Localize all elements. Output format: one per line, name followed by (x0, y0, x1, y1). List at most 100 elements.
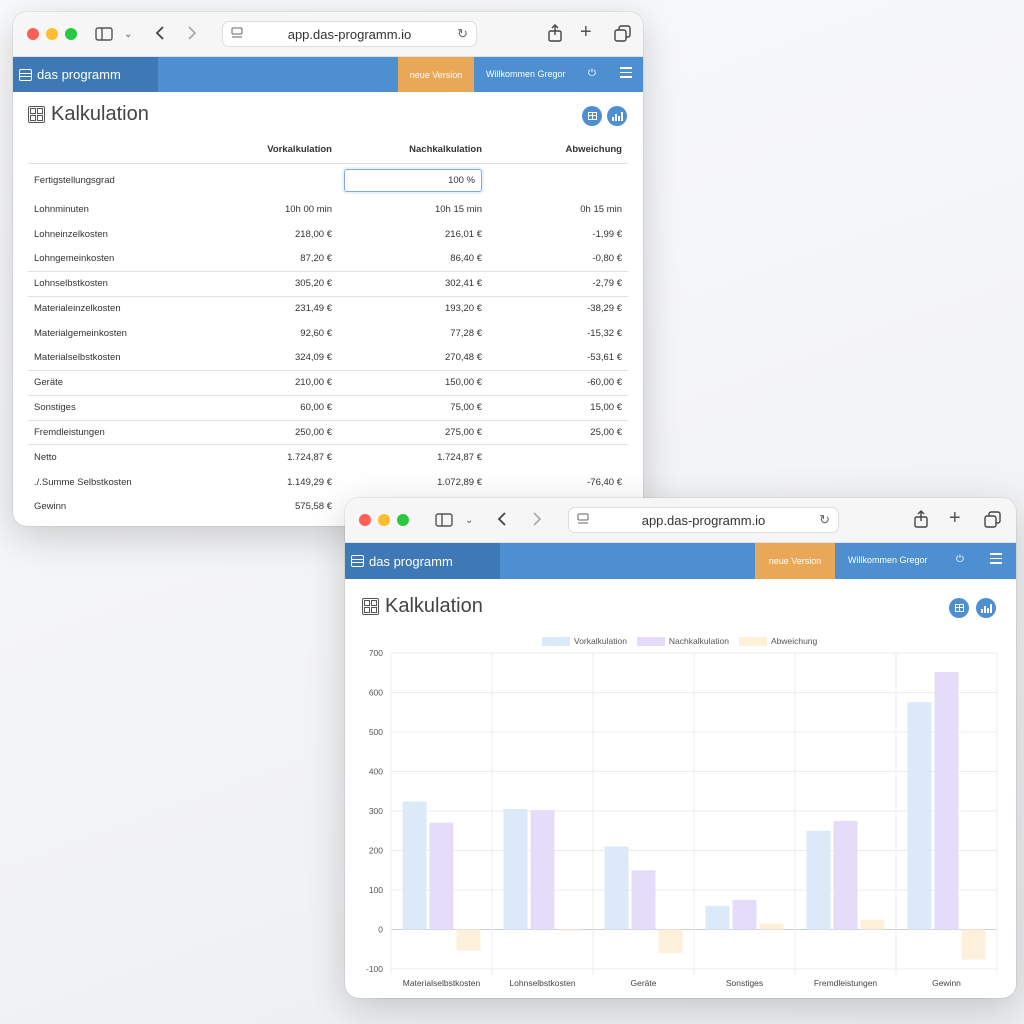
minimize-window-button[interactable] (378, 514, 390, 526)
url-text: app.das-programm.io (287, 26, 412, 42)
row-label: ./.Summe Selbstkosten (34, 476, 132, 488)
table-row: Fremdleistungen 250,00 €275,00 €25,00 € (28, 419, 628, 445)
bar-abweichung (961, 929, 986, 960)
bar-nachkalkulation (833, 820, 858, 930)
row-label: Materialeinzelkosten (28, 295, 198, 321)
browser-window-chart: ⌄ app.das-programm.io ↻ + das programm n… (345, 498, 1016, 998)
brand-name: das programm (369, 553, 453, 569)
maximize-window-button[interactable] (65, 28, 77, 40)
table-row: Materialeinzelkosten 231,49 €193,20 € -38,… (28, 295, 628, 321)
back-icon[interactable] (496, 511, 508, 531)
bar-vorkalkulation (806, 830, 831, 930)
power-icon[interactable]: ⏻ (956, 554, 964, 565)
legend-swatch (636, 636, 665, 646)
table-cell: -53,61 € (587, 352, 622, 364)
reload-icon[interactable]: ↻ (819, 512, 830, 527)
new-version-button[interactable]: neue Version (755, 543, 835, 579)
database-icon (351, 555, 364, 567)
page-title: Kalkulation (385, 595, 483, 617)
hamburger-menu-icon[interactable] (620, 67, 632, 78)
page-header: Kalkulation (28, 103, 149, 126)
new-tab-icon[interactable]: + (580, 21, 592, 43)
close-window-button[interactable] (27, 28, 39, 40)
forward-icon[interactable] (186, 25, 198, 45)
hamburger-menu-icon[interactable] (990, 553, 1002, 564)
welcome-user-link[interactable]: Willkommen Gregor (486, 69, 566, 79)
table-cell: 92,60 € (300, 327, 332, 339)
forward-icon[interactable] (531, 511, 543, 531)
row-label: Sonstiges (28, 394, 198, 421)
completion-row: Fertigstellungsgrad 100 % (28, 163, 628, 197)
brand-logo[interactable]: das programm (13, 57, 158, 92)
table-cell: -38,29 € (488, 295, 628, 321)
welcome-user-link[interactable]: Willkommen Gregor (848, 555, 928, 565)
chevron-down-icon[interactable]: ⌄ (465, 515, 474, 526)
close-window-button[interactable] (359, 514, 371, 526)
bar-chart-icon (980, 603, 992, 613)
row-label: Lohnminuten (34, 203, 89, 215)
table-icon (954, 604, 964, 612)
table-cell: 275,00 € (338, 419, 488, 445)
header-abweichung: Abweichung (488, 137, 628, 164)
calculation-table: Vorkalkulation Nachkalkulation Abweichun… (28, 137, 628, 519)
table-cell: 25,00 € (488, 419, 628, 445)
table-view-button[interactable] (949, 598, 969, 618)
table-cell: 193,20 € (338, 295, 488, 321)
row-label: Materialgemeinkosten (34, 327, 127, 339)
calculator-icon (28, 106, 45, 123)
chevron-down-icon[interactable]: ⌄ (124, 29, 133, 40)
new-tab-icon[interactable]: + (949, 507, 961, 529)
legend-item[interactable]: Nachkalkulation (636, 636, 729, 646)
completion-input[interactable]: 100 % (344, 168, 482, 192)
table-view-button[interactable] (582, 106, 602, 126)
y-tick-label: 700 (369, 648, 383, 658)
new-version-button[interactable]: neue Version (398, 57, 474, 92)
legend-label: Vorkalkulation (574, 636, 627, 646)
reload-icon[interactable]: ↻ (457, 26, 468, 41)
back-icon[interactable] (154, 25, 166, 45)
x-tick-label: Geräte (631, 978, 657, 988)
chart-view-button[interactable] (607, 106, 627, 126)
bar-vorkalkulation (402, 801, 427, 930)
minimize-window-button[interactable] (46, 28, 58, 40)
legend-item[interactable]: Abweichung (738, 636, 817, 646)
brand-name: das programm (37, 67, 121, 82)
bar-abweichung (456, 929, 481, 951)
table-cell: 86,40 € (450, 253, 482, 265)
table-row: Gewinn 575,58 € (28, 495, 628, 520)
legend-item[interactable]: Vorkalkulation (542, 636, 627, 646)
table-row: Lohneinzelkosten 218,00 € 216,01 € -1,99 € (28, 222, 628, 247)
bar-abweichung (759, 923, 784, 930)
table-cell: 60,00 € (198, 394, 338, 421)
app-navbar: das programm neue Version Willkommen Gre… (13, 57, 643, 92)
brand-logo[interactable]: das programm (345, 543, 500, 579)
power-icon[interactable]: ⏻ (588, 68, 596, 79)
share-icon[interactable] (547, 24, 563, 46)
maximize-window-button[interactable] (397, 514, 409, 526)
share-icon[interactable] (913, 510, 929, 532)
bar-vorkalkulation (503, 808, 528, 930)
url-bar[interactable]: app.das-programm.io ↻ (222, 21, 477, 47)
header-nachkalkulation: Nachkalkulation (338, 137, 488, 164)
table-cell: 100 % (338, 163, 488, 197)
table-cell: 302,41 € (338, 270, 488, 297)
table-cell: 324,09 € (295, 352, 332, 364)
row-label: Fremdleistungen (28, 419, 198, 445)
row-label: Materialselbstkosten (34, 352, 121, 364)
bar-vorkalkulation (907, 702, 932, 930)
sidebar-toggle-icon[interactable] (435, 512, 453, 532)
tabs-overview-icon[interactable] (984, 511, 1001, 532)
table-cell: 250,00 € (198, 419, 338, 445)
url-bar[interactable]: app.das-programm.io ↻ (568, 507, 839, 533)
bar-nachkalkulation (732, 899, 757, 930)
table-cell: 1.724,87 € (198, 444, 338, 470)
tabs-overview-icon[interactable] (614, 25, 631, 46)
table-row: Lohnselbstkosten 305,20 €302,41 € -2,79 € (28, 270, 628, 297)
table-row: Materialgemeinkosten 92,60 € 77,28 € -15,32… (28, 321, 628, 346)
sidebar-toggle-icon[interactable] (95, 26, 113, 46)
y-tick-label: 100 (369, 885, 383, 895)
chart-view-button[interactable] (976, 598, 996, 618)
x-tick-label: Sonstiges (726, 978, 763, 988)
chart-legend: Vorkalkulation Nachkalkulation Abweichung (542, 636, 817, 646)
table-cell: 10h 00 min (284, 203, 332, 215)
